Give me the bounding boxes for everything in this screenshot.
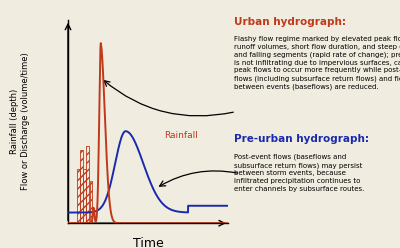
Bar bbox=[77, 169, 80, 223]
Text: Flashy flow regime marked by elevated peak flows and
runoff volumes, short flow : Flashy flow regime marked by elevated pe… bbox=[234, 36, 400, 90]
Bar bbox=[83, 169, 86, 223]
Text: Time: Time bbox=[133, 237, 163, 248]
Text: Rainfall: Rainfall bbox=[164, 131, 198, 140]
Bar bbox=[80, 150, 83, 223]
Text: Post-event flows (baseflows and
subsurface return flows) may persist
between sto: Post-event flows (baseflows and subsurfa… bbox=[234, 154, 364, 192]
Text: Urban hydrograph:: Urban hydrograph: bbox=[234, 17, 346, 27]
Text: Rainfall (depth)
Flow or Discharge (volume/time): Rainfall (depth) Flow or Discharge (volu… bbox=[10, 53, 30, 190]
Bar bbox=[90, 181, 92, 223]
Text: Pre-urban hydrograph:: Pre-urban hydrograph: bbox=[234, 134, 369, 144]
Bar bbox=[86, 146, 89, 223]
